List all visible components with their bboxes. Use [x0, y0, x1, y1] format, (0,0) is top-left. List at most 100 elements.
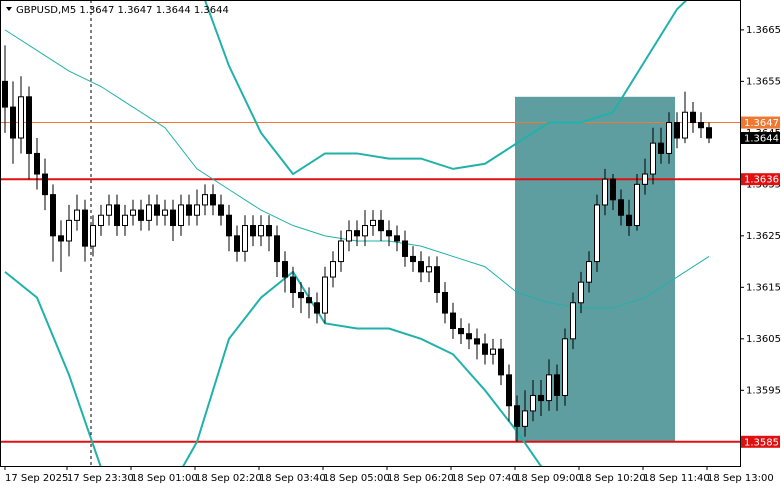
candle-body: [482, 343, 488, 355]
candle-body: [442, 291, 448, 314]
candle-body: [378, 219, 384, 232]
x-tick-label: 18 Sep 09:00: [515, 473, 582, 484]
last-price-label-box: [741, 131, 780, 144]
candle-body: [290, 276, 296, 293]
candle-body: [682, 111, 688, 139]
candle-body: [698, 122, 704, 129]
candle-body: [706, 127, 712, 139]
x-tick-label: 18 Sep 10:20: [579, 473, 646, 484]
candle-body: [250, 225, 256, 237]
candle-body: [546, 374, 552, 402]
x-tick-label: 18 Sep 01:00: [131, 473, 198, 484]
candle-body: [82, 209, 88, 247]
candle-body: [690, 111, 696, 124]
candle-body: [266, 225, 272, 237]
candle-body: [426, 266, 432, 273]
candle-body: [258, 225, 264, 237]
candle-body: [58, 235, 64, 242]
candle-body: [570, 302, 576, 340]
x-tick-label: 18 Sep 06:20: [387, 473, 454, 484]
candle-body: [434, 266, 440, 293]
candle-body: [98, 214, 104, 227]
candle-body: [154, 204, 160, 216]
indicator-line: [203, 0, 689, 176]
candle-body: [322, 276, 328, 314]
y-tick-label: 1.3625: [746, 231, 781, 242]
chart-title: GBPUSD,M5 1.3647 1.3647 1.3644 1.3644: [16, 5, 229, 16]
candle-body: [186, 204, 192, 216]
candle-body: [658, 142, 664, 154]
candle-body: [114, 204, 120, 227]
x-tick-label: 17 Sep 23:30: [67, 473, 134, 484]
candle-body: [514, 405, 520, 427]
y-tick-label: 1.3665: [746, 25, 781, 36]
candle-body: [394, 235, 400, 242]
candle-body: [466, 333, 472, 340]
level-label: 1.3647: [744, 118, 779, 129]
candle-body: [218, 204, 224, 216]
candle-body: [634, 183, 640, 227]
plot-area: [0, 0, 740, 466]
level-label-box: [741, 173, 780, 186]
candle-body: [178, 204, 184, 227]
candle-body: [298, 291, 304, 299]
candle-body: [666, 122, 672, 154]
candle-body: [418, 261, 424, 273]
candle-body: [330, 261, 336, 278]
y-tick-label: 1.3605: [746, 334, 781, 345]
indicator-line: [4, 270, 543, 466]
candle-body: [194, 204, 200, 216]
candle-body: [138, 209, 144, 221]
candle-body: [370, 219, 376, 227]
candle-body: [338, 240, 344, 263]
candle-body: [42, 173, 48, 196]
candle-body: [522, 410, 528, 427]
candle-body: [354, 230, 360, 237]
x-tick-label: 18 Sep 11:40: [643, 473, 710, 484]
candle-body: [498, 348, 504, 376]
candle-body: [130, 209, 136, 216]
candle-body: [562, 338, 568, 396]
candle-body: [490, 348, 496, 355]
candle-body: [162, 209, 168, 216]
candle-body: [90, 225, 96, 247]
candle-body: [530, 394, 536, 412]
level-label: 1.3585: [744, 437, 779, 448]
candle-body: [106, 204, 112, 216]
candle-body: [122, 214, 128, 227]
candle-body: [242, 225, 248, 252]
candle-body: [66, 219, 72, 242]
x-tick-label: 18 Sep 05:00: [323, 473, 390, 484]
plot-frame: [0, 0, 741, 467]
candle-body: [610, 178, 616, 201]
candle-body: [458, 328, 464, 335]
menu-icon[interactable]: [6, 7, 12, 11]
candle-body: [586, 261, 592, 283]
candle-body: [306, 297, 312, 304]
candle-body: [402, 240, 408, 257]
candle-body: [274, 235, 280, 263]
candle-body: [450, 312, 456, 330]
candle-body: [226, 214, 232, 237]
x-tick-label: 18 Sep 02:20: [195, 473, 262, 484]
candle-body: [642, 173, 648, 185]
zone: [515, 96, 675, 442]
x-tick-label: 17 Sep 2025: [5, 473, 68, 484]
candle-body: [314, 302, 320, 314]
level-label: 1.3636: [744, 175, 779, 186]
candle-body: [506, 374, 512, 407]
candle-body: [146, 204, 152, 221]
y-tick-label: 1.3615: [746, 282, 781, 293]
candle-body: [50, 194, 56, 237]
candle-body: [474, 338, 480, 345]
candle-body: [554, 374, 560, 396]
candle-body: [650, 142, 656, 175]
candle-body: [362, 225, 368, 237]
candle-body: [578, 281, 584, 304]
candle-body: [2, 80, 8, 108]
candle-body: [618, 199, 624, 216]
candle-body: [34, 152, 40, 175]
candle-body: [210, 194, 216, 206]
candle-body: [282, 261, 288, 278]
